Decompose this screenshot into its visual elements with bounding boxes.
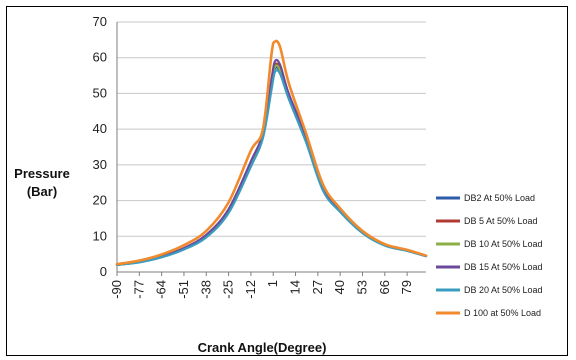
x-tick-label: 1 (265, 280, 280, 287)
y-tick-label: 60 (93, 50, 107, 65)
y-axis-title-line1: Pressure (14, 166, 70, 181)
x-tick-label: 79 (399, 280, 414, 294)
legend-label: DB 15 At 50% Load (464, 262, 543, 272)
legend-label: DB 10 At 50% Load (464, 239, 543, 249)
y-tick-label: 70 (93, 14, 107, 29)
y-tick-label: 20 (93, 193, 107, 208)
x-tick-label: -90 (109, 280, 124, 299)
y-tick-label: 10 (93, 228, 107, 243)
y-tick-label: 0 (100, 264, 107, 279)
x-tick-label: 27 (310, 280, 325, 294)
x-tick-label: 40 (332, 280, 347, 294)
x-tick-label: -64 (154, 280, 169, 299)
x-tick-label: -77 (131, 280, 146, 299)
series-line-6 (115, 39, 428, 266)
series-layer (115, 39, 428, 266)
legend-label: D 100 at 50% Load (464, 308, 541, 318)
x-tick-label: -25 (221, 280, 236, 299)
legend: DB2 At 50% Load DB 5 At 50% Load DB 10 At … (436, 193, 543, 318)
x-axis-title: Crank Angle(Degree) (198, 340, 327, 355)
x-tick-label: 53 (354, 280, 369, 294)
legend-label: DB 20 At 50% Load (464, 285, 543, 295)
y-axis-title-line2: (Bar) (27, 184, 57, 199)
legend-label: DB2 At 50% Load (464, 193, 535, 203)
x-tick-label: -51 (176, 280, 191, 299)
x-tick-label: 14 (288, 280, 303, 294)
y-tick-label: 30 (93, 157, 107, 172)
x-tick-label: 66 (377, 280, 392, 294)
x-tick-label: -12 (243, 280, 258, 299)
y-tick-label: 50 (93, 85, 107, 100)
series-line-1 (115, 66, 428, 266)
chart-frame (6, 6, 568, 356)
y-tick-label: 40 (93, 121, 107, 136)
x-tick-label: -38 (198, 280, 213, 299)
axis-layer: 0 10 20 30 40 50 60 70 -90 -77 -64 -51 -38 -25 -12 1 14 2… (93, 14, 426, 299)
series-line-5 (115, 69, 428, 266)
legend-label: DB 5 At 50% Load (464, 216, 538, 226)
